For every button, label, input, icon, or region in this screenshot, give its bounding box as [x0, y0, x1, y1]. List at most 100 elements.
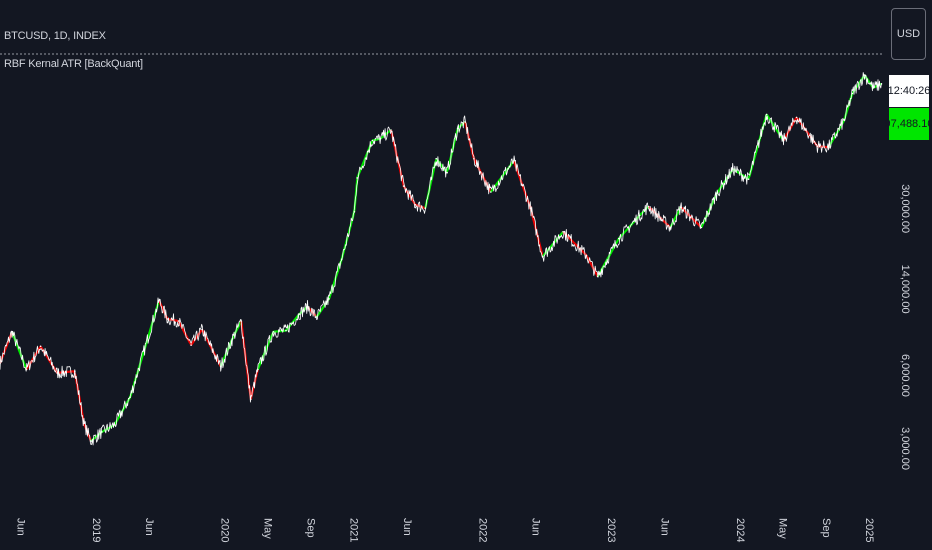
price-point	[414, 204, 417, 206]
y-axis: 3,000.00 6,000.00 14,000.00 30,000.00	[899, 184, 911, 470]
price-point	[240, 320, 242, 322]
price-point	[795, 116, 798, 119]
price-point	[732, 168, 734, 170]
x-tick-label: 2019	[90, 518, 102, 542]
x-tick-label: Jun	[658, 518, 670, 536]
price-line	[0, 72, 882, 446]
price-point	[816, 145, 819, 147]
clock-label: 12:40:26	[888, 75, 930, 107]
y-tick-label: 14,000.00	[899, 265, 911, 314]
trend-segment-bullish	[90, 300, 161, 442]
trend-segment-bearish	[158, 300, 222, 367]
price-point	[219, 365, 222, 368]
trend-segment-bearish	[464, 121, 492, 193]
price-point	[513, 160, 515, 162]
x-axis: Jun 2019 Jun 2020 May Sep 2021 Jun 2022 Jun 2023 Ju…	[15, 518, 875, 542]
price-point	[328, 298, 330, 300]
price-point	[0, 362, 1, 365]
price-point	[390, 129, 392, 131]
price-point	[700, 226, 703, 229]
price-point	[596, 275, 599, 278]
x-tick-label: May	[261, 518, 273, 539]
x-tick-label: 2022	[476, 518, 488, 542]
x-tick-label: Jun	[401, 518, 413, 536]
price-point	[315, 316, 318, 318]
price-point	[56, 372, 58, 374]
price-point	[39, 345, 42, 348]
trend-segment-bullish	[424, 121, 466, 209]
price-point	[113, 424, 116, 426]
currency-button[interactable]: USD	[891, 8, 926, 60]
last-price-label: 97,488.10	[885, 108, 932, 140]
price-point	[306, 305, 309, 308]
price-point	[618, 237, 620, 240]
price-point	[402, 185, 405, 187]
price-point	[249, 398, 252, 401]
price-point	[585, 254, 588, 257]
trend-segment-bullish	[315, 129, 392, 318]
price-point	[166, 318, 169, 320]
price-point	[638, 214, 641, 217]
price-point	[201, 328, 203, 331]
price-point	[379, 137, 382, 140]
trend-segment-bearish	[782, 116, 829, 149]
x-tick-label: 2025	[863, 518, 875, 542]
price-point	[464, 121, 466, 123]
x-tick-label: Jun	[143, 518, 155, 536]
trend-segment-bullish	[765, 113, 785, 142]
x-tick-label: 2020	[219, 518, 231, 542]
price-point	[680, 206, 682, 208]
x-tick-label: May	[777, 518, 789, 539]
price-point	[529, 207, 532, 209]
price-point	[562, 231, 564, 233]
x-tick-label: Sep	[305, 518, 317, 538]
price-point	[285, 329, 287, 332]
price-point	[340, 258, 343, 261]
price-point	[880, 83, 883, 85]
price-point	[473, 157, 475, 160]
price-point	[356, 177, 359, 179]
price-point	[765, 113, 768, 116]
price-point	[177, 320, 180, 322]
price-point	[456, 127, 459, 130]
price-point	[490, 191, 492, 193]
price-point	[101, 431, 103, 433]
x-tick-label: 2021	[348, 518, 360, 542]
price-point	[435, 157, 438, 160]
price-point	[83, 422, 85, 425]
price-point	[143, 349, 145, 352]
price-point	[716, 192, 718, 195]
price-point	[25, 368, 28, 371]
x-tick-label: Jun	[530, 518, 542, 536]
indicator-title[interactable]: RBF Kernal ATR [BackQuant]	[4, 58, 143, 70]
price-point	[827, 146, 830, 148]
price-point	[371, 139, 374, 142]
x-tick-label: 2023	[605, 518, 617, 542]
price-point	[257, 368, 259, 371]
symbol-title[interactable]: BTCUSD, 1D, INDEX	[4, 30, 106, 42]
price-point	[669, 226, 672, 229]
price-point	[843, 119, 845, 122]
price-point	[190, 344, 192, 346]
price-point	[863, 74, 866, 76]
price-point	[782, 139, 785, 142]
price-point	[272, 331, 275, 333]
price-point	[158, 299, 160, 302]
price-point	[353, 211, 356, 213]
y-tick-label: 3,000.00	[899, 427, 911, 470]
y-tick-label: 6,000.00	[899, 354, 911, 397]
price-point	[298, 313, 301, 315]
x-tick-label: Jun	[15, 518, 27, 536]
price-point	[541, 255, 544, 258]
trend-segment-bullish	[10, 331, 28, 370]
price-point	[11, 331, 13, 333]
trend-segment-bearish	[25, 345, 93, 442]
price-point	[129, 396, 131, 399]
y-tick-label: 30,000.00	[899, 184, 911, 233]
price-point	[90, 440, 92, 442]
price-point	[231, 338, 234, 340]
price-point	[851, 92, 854, 95]
trend-segment-bullish	[256, 305, 309, 371]
x-tick-label: Sep	[820, 518, 832, 538]
